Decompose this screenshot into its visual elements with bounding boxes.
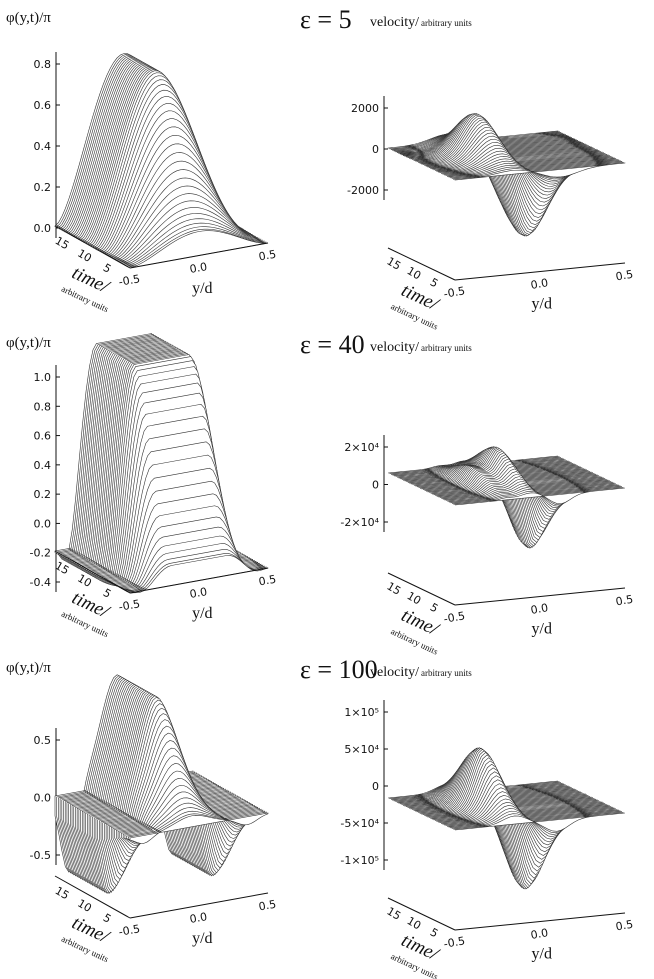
z-tick-label: 0	[372, 479, 379, 492]
axis-label-main: velocity/	[370, 15, 419, 30]
right-plot: 1×10⁵5×10⁴0-5×10⁴-1×10⁵-0.50.00.515105ti…	[340, 665, 634, 979]
left-plot: 1.00.80.60.40.20.0-0.2-0.4-0.50.00.51510…	[6, 334, 277, 640]
y-label: y/d	[192, 605, 212, 622]
y-tick-label: 0.5	[258, 898, 277, 914]
y-tick-label: 0.5	[615, 918, 634, 934]
left-plot: 0.50.0-0.5-0.50.00.515105time/arbitrary …	[6, 660, 277, 964]
y-tick-label: 0.5	[615, 268, 634, 284]
z-tick-label: -2000	[347, 184, 379, 197]
z-tick-label: -1×10⁵	[340, 854, 379, 867]
z-tick-label: 0.6	[34, 99, 52, 112]
z-axis-label: φ(y,t)/π	[6, 10, 51, 26]
z-axis-label: velocity/arbitrary units	[370, 15, 472, 30]
time-tick-label: 15	[53, 884, 72, 902]
z-tick-label: -0.4	[30, 576, 51, 589]
y-label: y/d	[532, 620, 552, 637]
y-tick-label: -0.5	[443, 284, 466, 301]
z-tick-label: 0.0	[34, 517, 52, 530]
z-axis-label: φ(y,t)/π	[6, 660, 51, 676]
time-tick-label: 5	[428, 601, 441, 616]
right-plot: 20000-2000-0.50.00.515105time/arbitrary …	[347, 15, 634, 332]
z-tick-label: 1.0	[34, 371, 52, 384]
figure: ε = 50.80.60.40.20.0-0.50.00.515105time/…	[0, 0, 654, 979]
left-plot: 0.80.60.40.20.0-0.50.00.515105time/arbit…	[6, 10, 277, 314]
panel-title: ε = 40	[300, 330, 365, 359]
z-tick-label: 0.2	[34, 488, 52, 501]
z-tick-label: 0.2	[34, 181, 52, 194]
y-tick-label: 0.5	[615, 593, 634, 609]
y-label: y/d	[192, 930, 212, 947]
z-tick-label: 1×10⁵	[344, 706, 379, 719]
y-tick-label: -0.5	[118, 597, 141, 614]
z-tick-label: -0.2	[30, 547, 51, 560]
z-tick-label: -0.5	[30, 849, 51, 862]
z-tick-label: 0	[372, 780, 379, 793]
time-tick-label: 15	[384, 905, 403, 923]
axis-label-units: arbitrary units	[421, 668, 472, 678]
y-label: y/d	[192, 280, 212, 297]
time-tick-label: 5	[428, 926, 441, 941]
z-tick-label: 0.4	[34, 140, 52, 153]
axis-label-main: velocity/	[370, 340, 419, 355]
z-tick-label: 0.0	[34, 792, 52, 805]
y-tick-label: -0.5	[443, 609, 466, 626]
time-tick-label: 15	[384, 580, 403, 598]
z-tick-label: 0.8	[34, 58, 52, 71]
y-tick-label: 0.5	[258, 573, 277, 589]
axis-label-units: arbitrary units	[421, 18, 472, 28]
y-tick-label: 0.0	[530, 601, 549, 617]
z-tick-label: -5×10⁴	[340, 817, 379, 830]
y-tick-label: 0.0	[189, 260, 208, 276]
y-tick-label: 0.0	[189, 910, 208, 926]
z-tick-label: 0.6	[34, 430, 52, 443]
z-tick-label: 0.0	[34, 222, 52, 235]
y-tick-label: 0.5	[258, 248, 277, 264]
y-tick-label: 0.0	[530, 926, 549, 942]
z-tick-label: 0.8	[34, 400, 52, 413]
right-plot: 2×10⁴0-2×10⁴-0.50.00.515105time/arbitrar…	[340, 340, 634, 657]
z-tick-label: 0	[372, 143, 379, 156]
y-tick-label: -0.5	[443, 934, 466, 951]
time-tick-label: 15	[53, 234, 72, 252]
page: {"rows": [ {"title": "ε = 5", "left": {"…	[0, 0, 654, 979]
y-label: y/d	[532, 295, 552, 312]
z-axis-label: φ(y,t)/π	[6, 335, 51, 351]
z-tick-label: 0.5	[34, 734, 52, 747]
y-label: y/d	[532, 945, 552, 962]
panel-title: ε = 5	[300, 5, 352, 34]
y-tick-label: -0.5	[118, 922, 141, 939]
z-tick-label: -2×10⁴	[340, 516, 379, 529]
z-axis-label: velocity/arbitrary units	[370, 665, 472, 680]
panel-title: ε = 100	[300, 655, 378, 684]
z-tick-label: 5×10⁴	[344, 743, 379, 756]
z-tick-label: 2000	[351, 102, 379, 115]
z-tick-label: 0.4	[34, 459, 52, 472]
z-axis-label: velocity/arbitrary units	[370, 340, 472, 355]
y-tick-label: 0.0	[189, 585, 208, 601]
axis-label-units: arbitrary units	[421, 343, 472, 353]
z-tick-label: 2×10⁴	[344, 441, 379, 454]
y-tick-label: -0.5	[118, 272, 141, 289]
time-tick-label: 15	[384, 255, 403, 273]
time-tick-label: 5	[428, 276, 441, 291]
axis-label-main: velocity/	[370, 665, 419, 680]
y-tick-label: 0.0	[530, 276, 549, 292]
